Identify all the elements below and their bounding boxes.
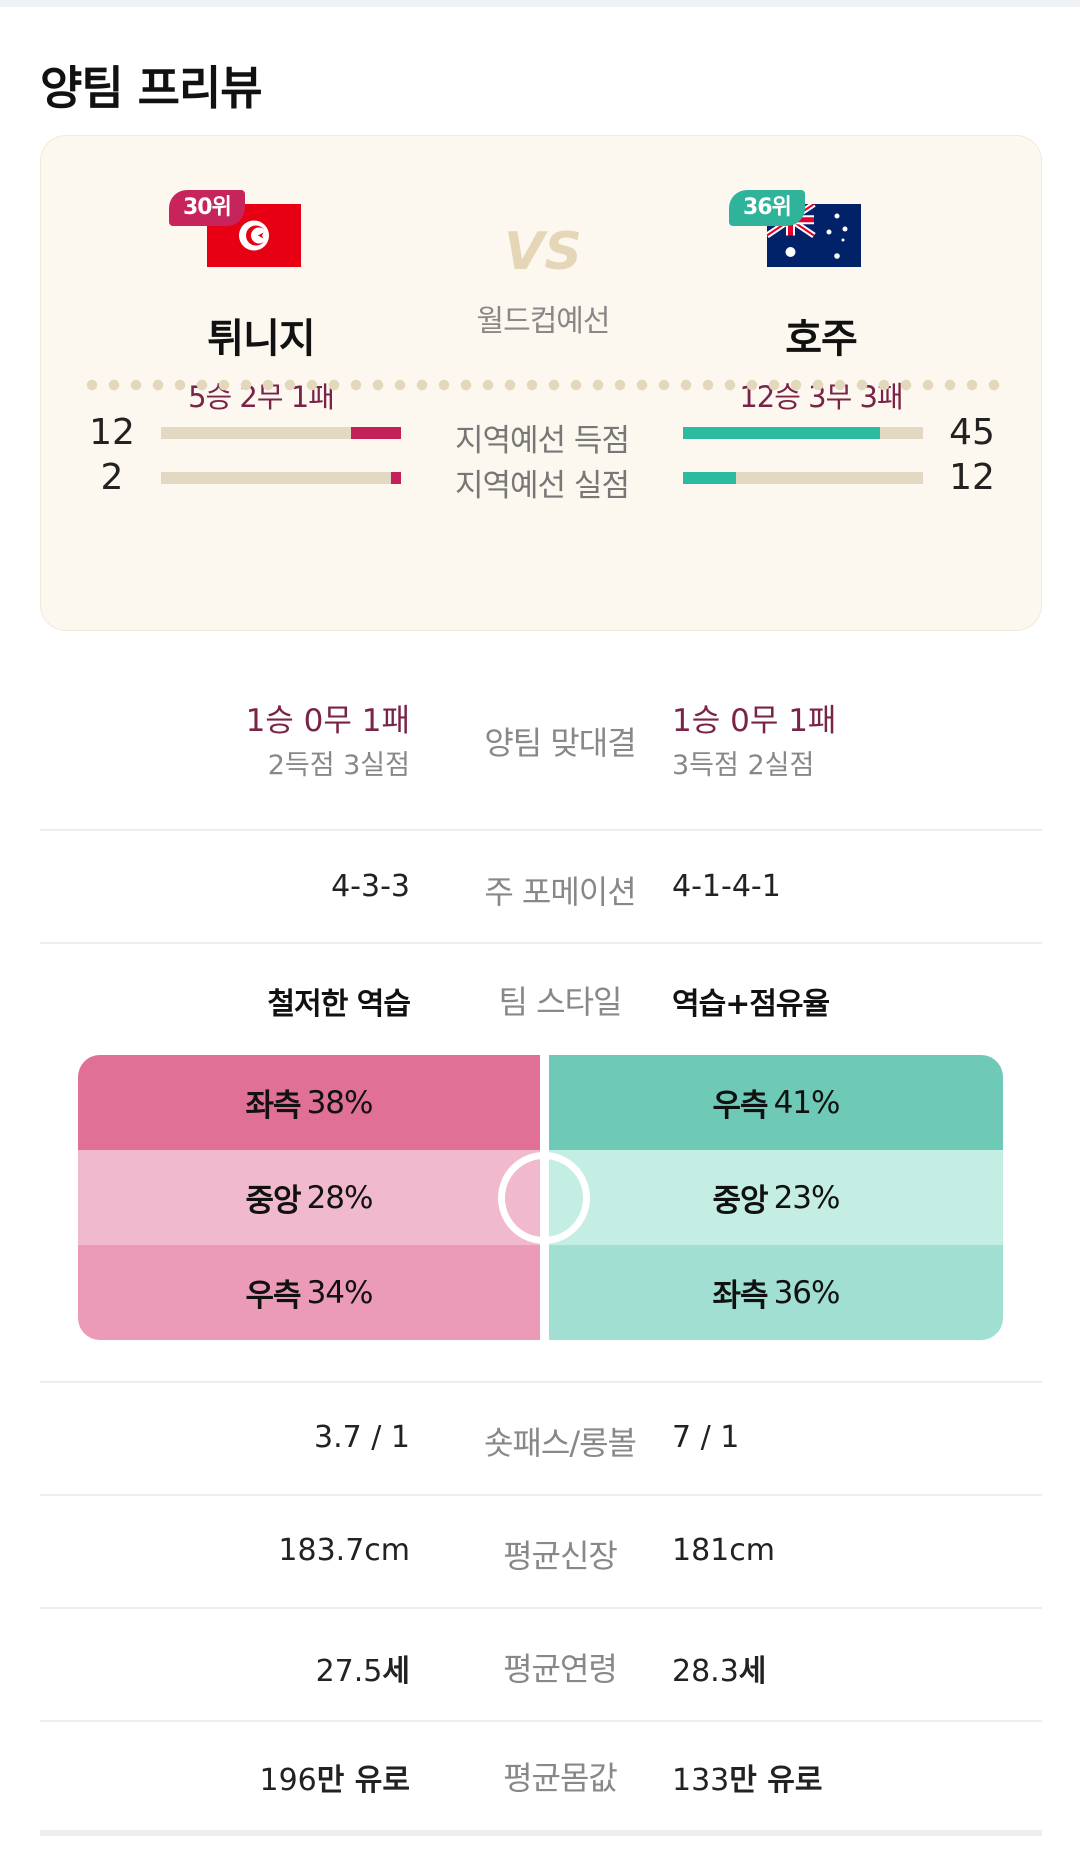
bottom-divider xyxy=(40,1830,1042,1836)
away-short-long: 7 / 1 xyxy=(672,1420,740,1455)
away-team-style: 역습+점유율 xyxy=(672,987,830,1022)
goals-conceded-label: 지역예선 실점 xyxy=(455,468,630,504)
away-zone-center: 중앙 23% xyxy=(549,1150,1003,1245)
value-row: 196만 유로 평균몸값 133만 유로 xyxy=(40,1722,1042,1830)
away-goals-conceded-bar xyxy=(683,472,923,484)
away-height: 181cm xyxy=(672,1533,775,1568)
league-label: 월드컵예선 xyxy=(476,304,611,339)
home-goals-scored: 12 xyxy=(89,412,135,453)
match-card: 30위 튀니지 5승 2무 1패 VS 월드컵예선 xyxy=(40,135,1042,631)
away-goals-scored: 45 xyxy=(949,412,995,453)
home-goals-conceded-bar xyxy=(161,472,401,484)
attack-zone-pitch: 좌측 38% 중앙 28% 우측 34% 우측 41% 중앙 23% 좌측 36% xyxy=(78,1055,1003,1340)
home-height: 183.7cm xyxy=(278,1533,410,1568)
section-title: 양팀 프리뷰 xyxy=(40,61,263,115)
dotted-divider xyxy=(81,378,1001,392)
short-long-label: 숏패스/롱볼 xyxy=(484,1424,637,1462)
pitch-center-circle xyxy=(498,1152,590,1244)
goals-conceded-row: 2 지역예선 실점 12 xyxy=(77,455,1007,504)
away-rank-badge: 36위 xyxy=(729,190,805,226)
home-market-value: 196만 유로 xyxy=(259,1763,410,1798)
vs-label: VS xyxy=(504,222,582,282)
home-zone-left: 좌측 38% xyxy=(78,1055,540,1150)
age-row: 27.5세 평균연령 28.3세 xyxy=(40,1609,1042,1722)
age-label: 평균연령 xyxy=(503,1650,618,1688)
away-team: 36위 호주 12승 3무 3패 xyxy=(681,186,961,416)
h2h-label: 양팀 맞대결 xyxy=(484,724,636,762)
formation-label: 주 포메이션 xyxy=(484,873,636,911)
short-long-row: 3.7 / 1 숏패스/롱볼 7 / 1 xyxy=(40,1383,1042,1496)
team-style-label: 팀 스타일 xyxy=(498,983,623,1021)
formation-row: 4-3-3 주 포메이션 4-1-4-1 xyxy=(40,831,1042,944)
away-h2h-goals: 3득점 2실점 xyxy=(672,750,815,781)
away-formation: 4-1-4-1 xyxy=(672,869,781,904)
row-divider xyxy=(40,1381,1042,1383)
tunisia-flag-icon xyxy=(207,204,301,267)
height-row: 183.7cm 평균신장 181cm xyxy=(40,1496,1042,1609)
home-h2h-goals: 2득점 3실점 xyxy=(267,750,410,781)
away-market-value: 133만 유로 xyxy=(672,1763,823,1798)
home-goals-conceded: 2 xyxy=(100,457,124,498)
away-goals-scored-bar xyxy=(683,427,923,439)
home-h2h-record: 1승 0무 1패 xyxy=(245,703,410,739)
away-age: 28.3세 xyxy=(672,1654,767,1689)
home-rank-badge: 30위 xyxy=(169,190,245,226)
away-zone-right: 우측 41% xyxy=(549,1055,1003,1150)
goals-scored-row: 12 지역예선 득점 45 xyxy=(77,410,1007,459)
home-short-long: 3.7 / 1 xyxy=(314,1420,410,1455)
home-zone-right: 우측 34% xyxy=(78,1245,540,1340)
goals-scored-label: 지역예선 득점 xyxy=(455,423,630,459)
home-zone-center: 중앙 28% xyxy=(78,1150,540,1245)
market-value-label: 평균몸값 xyxy=(503,1759,618,1797)
home-age: 27.5세 xyxy=(315,1654,410,1689)
home-team-style: 철저한 역습 xyxy=(267,987,411,1022)
away-attack-zones: 우측 41% 중앙 23% 좌측 36% xyxy=(549,1055,1003,1340)
away-goals-conceded: 12 xyxy=(949,457,995,498)
away-zone-left: 좌측 36% xyxy=(549,1245,1003,1340)
home-attack-zones: 좌측 38% 중앙 28% 우측 34% xyxy=(78,1055,540,1340)
home-goals-scored-bar xyxy=(161,427,401,439)
head-to-head-row: 1승 0무 1패 2득점 3실점 양팀 맞대결 1승 0무 1패 3득점 2실점 xyxy=(40,665,1042,831)
away-team-name: 호주 xyxy=(785,316,858,362)
team-style-row: 철저한 역습 팀 스타일 역습+점유율 xyxy=(40,944,1042,1055)
top-divider xyxy=(0,0,1080,7)
home-team-name: 튀니지 xyxy=(207,316,315,362)
height-label: 평균신장 xyxy=(503,1537,618,1575)
away-h2h-record: 1승 0무 1패 xyxy=(672,703,837,739)
home-formation: 4-3-3 xyxy=(331,869,410,904)
